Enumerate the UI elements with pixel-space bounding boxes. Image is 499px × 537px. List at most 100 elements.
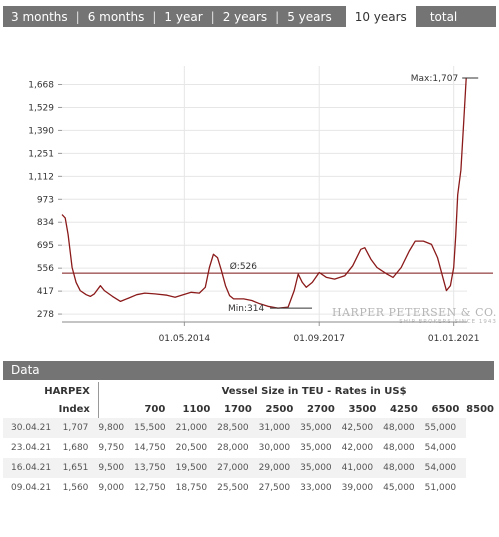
y-tick-label: 278 xyxy=(37,310,54,320)
row-rate: 42,000 xyxy=(341,443,374,453)
data-point xyxy=(326,277,327,278)
data-point xyxy=(233,298,234,299)
row-rate: 35,000 xyxy=(300,443,332,453)
row-rate: 45,000 xyxy=(383,483,415,493)
y-tick-label: 1,112 xyxy=(28,172,54,182)
table-row: 23.04.21 1,680 9,750 14,750 20,500 28,000 30,0… xyxy=(3,438,494,458)
tab-5-years[interactable]: 5 years xyxy=(287,9,332,24)
tab-1-year[interactable]: 1 year xyxy=(164,9,203,24)
data-point xyxy=(183,294,184,295)
teu-column-header: 3500 xyxy=(348,403,377,415)
row-index: 1,651 xyxy=(51,458,99,478)
row-rate: 29,000 xyxy=(258,458,301,478)
data-point xyxy=(72,267,73,268)
data-point xyxy=(100,285,101,286)
row-rate: 12,750 xyxy=(134,483,166,493)
row-rate: 9,500 xyxy=(98,458,135,478)
row-rate: 42,500 xyxy=(341,418,384,438)
data-point xyxy=(370,259,371,260)
tab-separator: | xyxy=(152,9,157,24)
tab-separator: | xyxy=(210,9,215,24)
table-row: 30.04.21 1,707 9,800 15,500 21,000 28,500 31,0… xyxy=(3,418,494,438)
data-point xyxy=(191,292,192,293)
vessel-size-header: Vessel Size in TEU - Rates in US$ xyxy=(221,385,407,397)
max-label: Max:1,707 xyxy=(411,74,458,84)
y-tick-label: 973 xyxy=(37,195,54,205)
y-tick-label: 1,529 xyxy=(28,103,54,113)
data-point xyxy=(154,293,155,294)
data-point xyxy=(415,241,416,242)
y-tick-label: 834 xyxy=(37,218,54,228)
data-point xyxy=(463,120,464,121)
tab-6-months[interactable]: 6 months xyxy=(87,9,145,24)
row-rate: 31,000 xyxy=(258,418,301,438)
data-point xyxy=(302,282,303,283)
data-point xyxy=(128,298,129,299)
data-point xyxy=(288,307,289,308)
row-rate: 54,000 xyxy=(424,443,457,453)
row-rate: 25,500 xyxy=(217,483,249,493)
data-point xyxy=(294,290,295,291)
data-point xyxy=(298,274,299,275)
data-point xyxy=(344,275,345,276)
table-header-row-2: Index 700 1100 1700 2500 2700 3500 4250 6500 850… xyxy=(3,400,494,418)
data-point xyxy=(80,290,81,291)
data-point xyxy=(199,293,200,294)
row-index: 1,680 xyxy=(62,443,89,453)
row-rate: 9,750 xyxy=(98,443,125,453)
y-tick-label: 1,390 xyxy=(28,126,54,136)
y-tick-label: 1,668 xyxy=(28,80,54,90)
data-point xyxy=(455,236,456,237)
y-tick-label: 556 xyxy=(37,264,54,274)
rates-table: HARPEX Vessel Size in TEU - Rates in US$… xyxy=(3,382,494,498)
row-rate: 51,000 xyxy=(424,483,457,493)
data-point xyxy=(442,275,443,276)
row-rate: 19,500 xyxy=(175,458,218,478)
average-label: Ø:526 xyxy=(230,261,258,272)
tab-3-months[interactable]: 3 months xyxy=(11,9,68,24)
data-point xyxy=(136,294,137,295)
row-rate: 41,000 xyxy=(341,458,384,478)
column-divider xyxy=(97,382,135,418)
data-point xyxy=(76,282,77,283)
data-point xyxy=(457,194,458,195)
harpex-chart: 1,668 1,529 1,390 1,251 1,112 973 834 695 556 417… xyxy=(0,30,499,350)
data-point xyxy=(306,287,307,288)
data-point xyxy=(94,293,95,294)
row-rate: 54,000 xyxy=(424,458,467,478)
data-point xyxy=(376,267,377,268)
row-rate: 35,000 xyxy=(300,418,342,438)
min-label: Min:314 xyxy=(228,304,264,314)
teu-column-header: 700 xyxy=(144,403,166,415)
row-rate: 35,000 xyxy=(300,458,342,478)
data-point xyxy=(360,249,361,250)
watermark-sub: SHIP BROKERS SINCE 1943 xyxy=(399,319,497,325)
row-date: 09.04.21 xyxy=(11,483,52,493)
row-index: 1,707 xyxy=(51,418,99,438)
data-point xyxy=(267,306,268,307)
data-point xyxy=(225,285,226,286)
data-point xyxy=(401,267,402,268)
data-point xyxy=(431,244,432,245)
table-row: 09.04.21 1,560 9,000 12,750 18,750 25,500 27,5… xyxy=(3,478,494,498)
data-point xyxy=(460,170,461,171)
tab-10-years[interactable]: 10 years xyxy=(345,6,416,27)
row-rate: 30,000 xyxy=(258,443,291,453)
tab-total[interactable]: total xyxy=(429,9,458,24)
date-header xyxy=(3,400,51,418)
row-rate: 33,000 xyxy=(300,483,332,493)
data-section-title: Data xyxy=(3,361,494,380)
teu-column-header: 1100 xyxy=(182,403,211,415)
teu-column-header: 2700 xyxy=(306,403,335,415)
chart-canvas: 1,668 1,529 1,390 1,251 1,112 973 834 695 556 417… xyxy=(28,66,493,344)
index-header: Index xyxy=(58,403,90,415)
tab-2-years[interactable]: 2 years xyxy=(222,9,268,24)
data-point xyxy=(386,274,387,275)
data-point xyxy=(352,265,353,266)
data-point xyxy=(446,290,447,291)
data-point xyxy=(423,241,424,242)
row-rate: 9,000 xyxy=(98,483,125,493)
data-point xyxy=(229,295,230,296)
y-tick-label: 1,251 xyxy=(28,149,54,159)
period-tabs: 3 months | 6 months | 1 year | 2 years |… xyxy=(3,6,496,27)
